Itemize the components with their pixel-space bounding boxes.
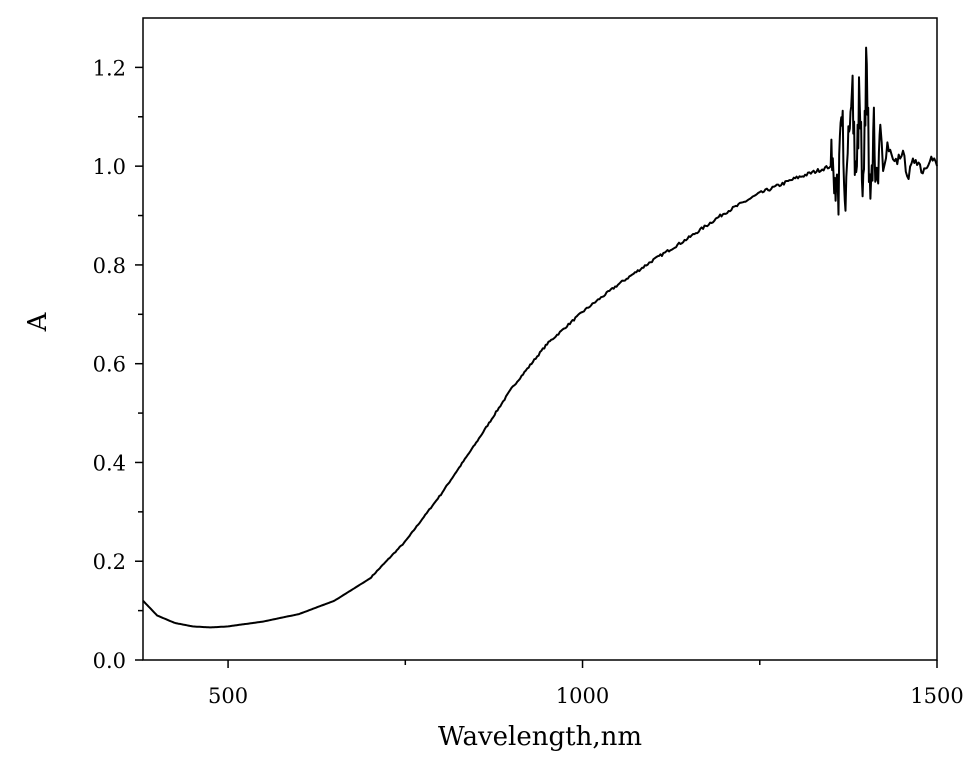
- y-axis-title: A: [23, 311, 53, 332]
- x-tick-label: 500: [208, 684, 248, 708]
- axis-ticks: [135, 66, 938, 668]
- y-tick-label: 0.8: [93, 254, 126, 278]
- y-tick-label: 0.0: [93, 649, 126, 673]
- series-line: [142, 46, 938, 629]
- x-tick-label: 1000: [556, 684, 609, 708]
- y-tick-label: 0.4: [93, 451, 126, 475]
- y-tick-label: 0.2: [93, 550, 126, 574]
- x-tick-label: 1500: [910, 684, 963, 708]
- plot-frame: [142, 17, 938, 661]
- y-tick-label: 1.2: [93, 56, 126, 80]
- axis-tick-labels: 500 1000 1500 0.0 0.2 0.4 0.6 0.8 1.0 1.2: [93, 56, 964, 708]
- y-tick-label: 1.0: [93, 155, 126, 179]
- y-tick-label: 0.6: [93, 353, 126, 377]
- x-axis-title: Wavelength,nm: [438, 722, 642, 752]
